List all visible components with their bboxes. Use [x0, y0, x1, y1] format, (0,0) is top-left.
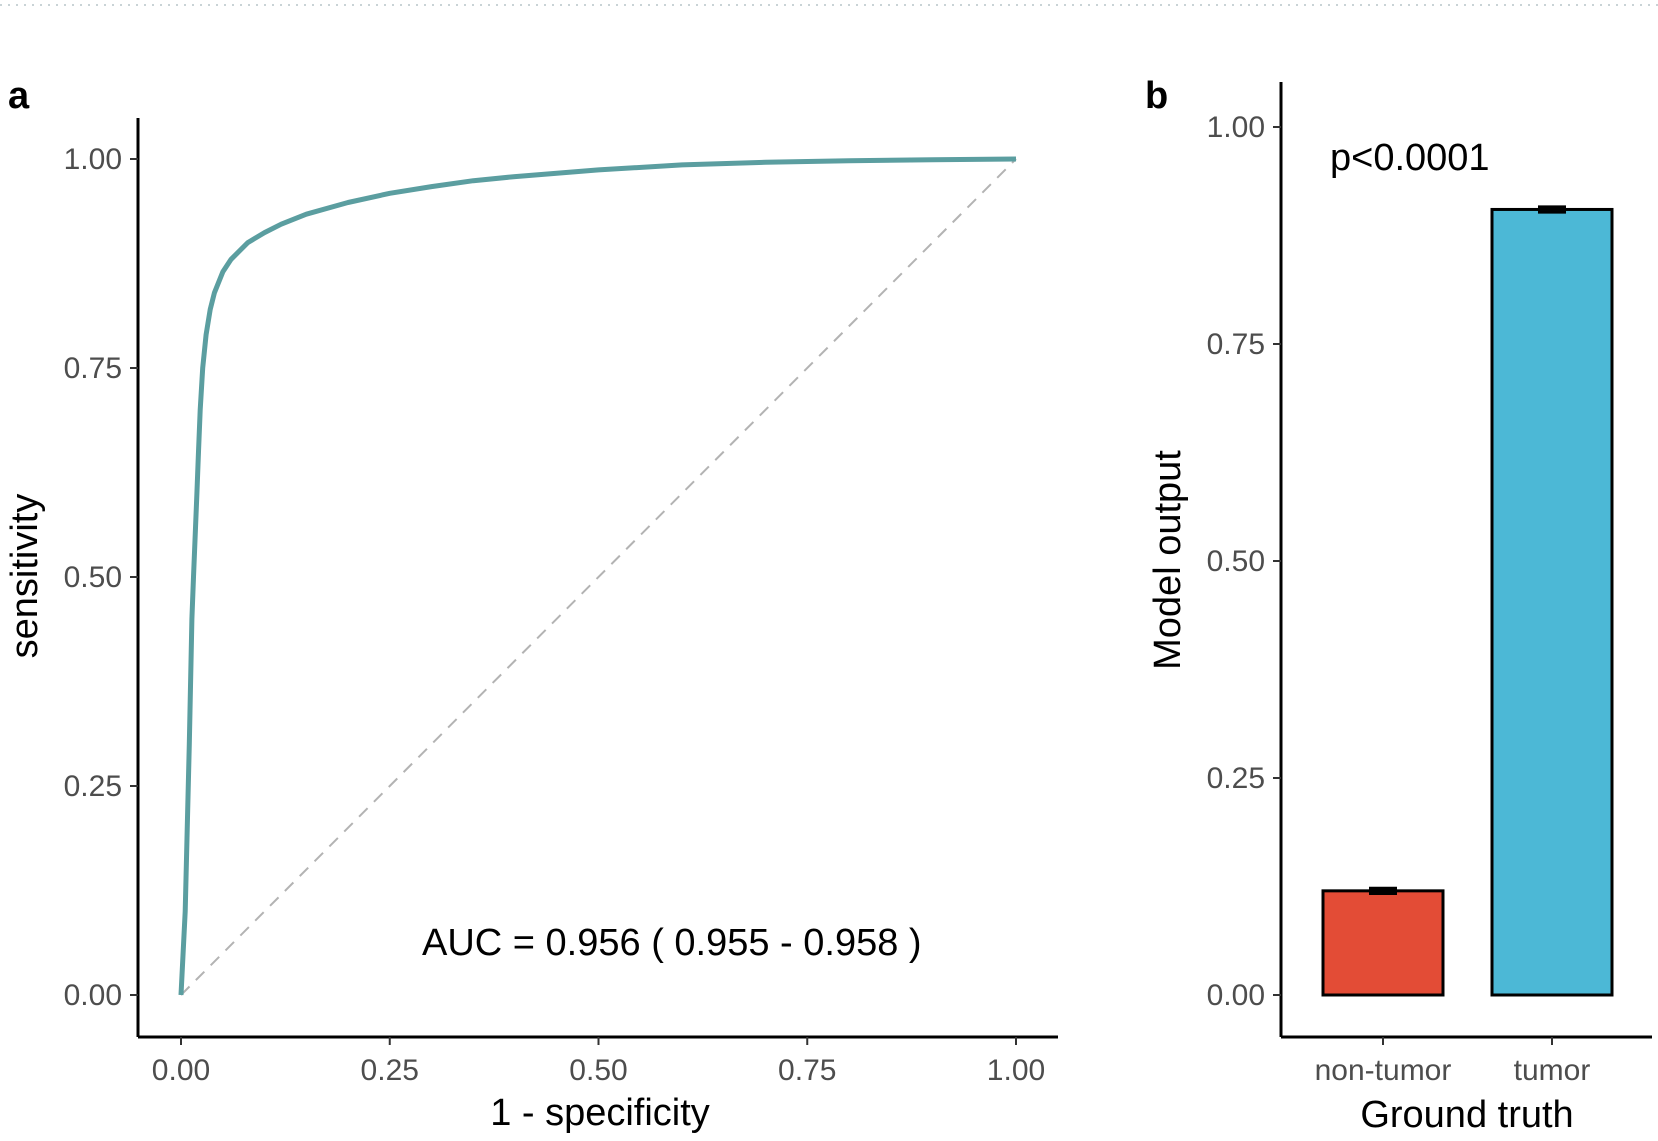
panel-a-label: a [8, 75, 30, 117]
panel-a-y-ticks: 0.00 0.25 0.50 0.75 1.00 [64, 143, 138, 1012]
panel-b: b 0.00 0.25 0.50 0.75 1.00 non-tumor tumor p<… [1145, 75, 1652, 1136]
reference-diagonal-line [180, 158, 1017, 996]
x-tick-label: 0.75 [778, 1054, 836, 1087]
panel-b-y-ticks: 0.00 0.25 0.50 0.75 1.00 [1207, 111, 1281, 1012]
y-tick-label: 0.00 [64, 979, 122, 1012]
panel-a: a 0.00 0.25 0.50 0.75 1.00 0.00 0.25 0.50 0.75 1… [4, 75, 1058, 1134]
y-tick-label: 0.75 [64, 352, 122, 385]
p-value-annotation: p<0.0001 [1330, 137, 1490, 179]
auc-annotation: AUC = 0.956 ( 0.955 - 0.958 ) [422, 922, 922, 964]
roc-curve [178, 156, 1017, 996]
y-tick-label: 0.00 [1207, 979, 1265, 1012]
y-tick-label: 1.00 [1207, 111, 1265, 144]
x-tick-label-tumor: tumor [1514, 1054, 1591, 1087]
x-tick-label: 0.50 [569, 1054, 627, 1087]
panel-b-x-ticks: non-tumor tumor [1315, 1037, 1591, 1087]
y-tick-label: 0.50 [1207, 545, 1265, 578]
y-tick-label: 0.50 [64, 561, 122, 594]
panel-b-label: b [1145, 75, 1168, 117]
y-tick-label: 0.25 [64, 770, 122, 803]
panel-b-x-axis-title: Ground truth [1360, 1094, 1573, 1136]
bar-non-tumor [1321, 889, 1445, 997]
x-tick-label: 0.00 [152, 1054, 210, 1087]
x-tick-label: 0.25 [361, 1054, 419, 1087]
x-tick-label: 1.00 [987, 1054, 1045, 1087]
y-tick-label: 0.75 [1207, 328, 1265, 361]
bar-tumor [1490, 207, 1614, 997]
panel-a-x-axis-title: 1 - specificity [490, 1092, 710, 1134]
x-tick-label-non-tumor: non-tumor [1315, 1054, 1452, 1087]
panel-b-y-axis-title: Model output [1147, 450, 1189, 670]
panel-b-bars [1321, 205, 1614, 997]
panel-a-x-ticks: 0.00 0.25 0.50 0.75 1.00 [152, 1037, 1045, 1087]
y-tick-label: 0.25 [1207, 762, 1265, 795]
panel-a-y-axis-title: sensitivity [4, 494, 46, 659]
y-tick-label: 1.00 [64, 143, 122, 176]
